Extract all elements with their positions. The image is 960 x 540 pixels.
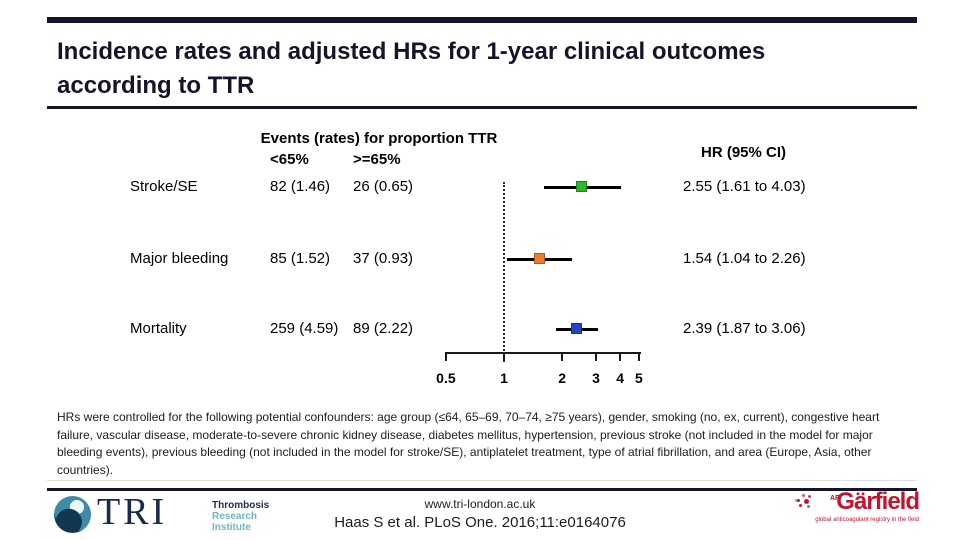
reference-line-hr1 [503,182,505,362]
x-axis-tick [561,352,564,361]
hr-marker [571,323,583,334]
hr-marker [534,253,546,264]
garfield-logo: AF Gärfield global anticoagulant registr… [795,488,920,524]
footer-citation: Haas S et al. PLoS One. 2016;11:e0164076 [334,514,626,531]
top-accent-bar [47,17,917,23]
outcome-label: Stroke/SE [130,178,198,195]
x-axis-tick [619,352,622,361]
hr-ci-header: HR (95% CI) [701,144,787,161]
x-axis-line [445,352,641,354]
x-axis-tick [637,352,640,361]
hr-ci-value: 2.55 (1.61 to 4.03) [683,178,806,195]
events-lt65-value: 85 (1.52) [270,250,331,267]
hr-marker [576,181,588,192]
page-title-line2: according to TTR [57,72,255,99]
x-axis-tick-label: 3 [592,370,600,386]
garfield-tagline: global anticoagulant registry in the fie… [815,517,919,523]
column-header-ttr-ge65: >=65% [353,151,401,168]
garfield-speckles-icon [797,499,800,502]
tri-word-thrombosis: Thrombosis [212,500,270,511]
x-axis-tick-label: 5 [634,370,643,386]
events-lt65-value: 82 (1.46) [270,178,331,195]
tri-logo-icon [54,496,91,533]
x-axis-tick [444,352,447,361]
x-axis-tick-label: 4 [616,370,625,386]
footer-center: www.tri-london.ac.uk Haas S et al. PLoS … [0,497,960,531]
tri-logo-wordmark: Thrombosis Research Institute [212,500,269,533]
footer-accent-bar [47,488,917,491]
outcome-label: Major bleeding [130,250,229,267]
events-ge65-value: 26 (0.65) [353,178,414,195]
footnote: HRs were controlled for the following po… [57,410,880,477]
x-axis-tick [503,352,505,361]
events-ge65-value: 37 (0.93) [353,250,414,267]
garfield-wordmark: AF Gärfield [795,488,920,515]
footnote-separator [47,480,917,481]
outcome-label: Mortality [130,320,187,337]
garfield-af-mark: AF [830,495,840,502]
events-lt65-value: 259 (4.59) [270,320,339,337]
footer-url: www.tri-london.ac.uk [424,497,536,511]
title-divider [47,106,917,109]
x-axis-tick [595,352,598,361]
x-axis-tick-label: 0.5 [436,370,456,386]
x-axis-tick-label: 2 [558,370,566,386]
page-title: Incidence rates and adjusted HRs for 1-y… [57,38,766,65]
tri-logo-acronym: TRI [97,491,168,533]
events-ge65-value: 89 (2.22) [353,320,414,337]
hr-ci-value: 1.54 (1.04 to 2.26) [683,250,806,267]
events-rates-header: Events (rates) for proportion TTR [260,130,498,147]
x-axis-tick-label: 1 [500,370,508,386]
tri-word-research: Research [212,511,258,522]
garfield-name-text: Gärfield [836,488,920,515]
tri-word-institute: Institute [212,522,251,533]
column-header-ttr-lt65: <65% [270,151,309,168]
hr-ci-value: 2.39 (1.87 to 3.06) [683,320,806,337]
